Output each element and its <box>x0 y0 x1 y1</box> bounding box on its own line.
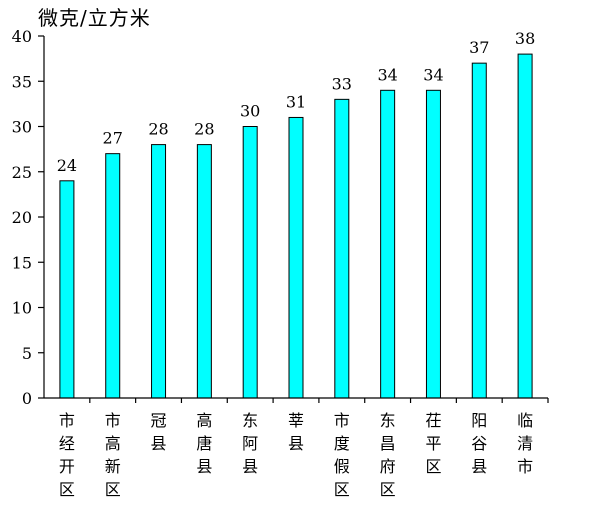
bar <box>517 53 533 399</box>
category-label: 东昌府区 <box>380 411 396 499</box>
bar <box>334 98 350 399</box>
data-label: 31 <box>286 92 306 111</box>
bar <box>196 144 212 399</box>
y-axis-ticks: 0 5 10 15 20 25 30 35 40 <box>12 27 44 408</box>
bar <box>242 126 258 399</box>
y-tick-label: 25 <box>12 163 32 182</box>
data-label: 28 <box>148 120 168 139</box>
data-label: 34 <box>423 65 443 84</box>
category-label: 市高新区 <box>105 411 121 499</box>
category-label: 茌平区 <box>425 411 441 476</box>
y-tick-label: 5 <box>22 344 32 363</box>
y-tick-label: 0 <box>22 389 32 408</box>
category-label: 市度假区 <box>334 411 350 499</box>
data-labels: 24 27 28 28 30 31 33 34 34 37 38 <box>57 29 536 175</box>
category-label: 市经开区 <box>59 411 75 499</box>
bar <box>59 180 75 399</box>
y-tick-label: 15 <box>12 253 32 272</box>
bar <box>105 153 121 399</box>
category-labels: 市经开区 市高新区 冠县 高唐县 东阿县 莘县 市度假区 东昌府区 茌平区 阳谷县 临清市 <box>59 398 549 499</box>
category-label: 阳谷县 <box>471 411 487 476</box>
data-label: 24 <box>57 156 77 175</box>
category-label: 冠县 <box>151 411 167 453</box>
y-tick-label: 35 <box>12 72 32 91</box>
bar <box>151 144 167 399</box>
data-label: 38 <box>515 29 535 48</box>
category-label: 东阿县 <box>242 411 258 476</box>
y-tick-label: 10 <box>12 299 32 318</box>
data-label: 37 <box>469 38 489 57</box>
bar <box>288 116 304 399</box>
data-label: 27 <box>103 129 123 148</box>
category-label: 临清市 <box>517 411 533 476</box>
category-label: 高唐县 <box>196 411 212 476</box>
category-label: 莘县 <box>288 411 304 453</box>
y-tick-label: 40 <box>12 27 32 46</box>
bar <box>471 62 487 399</box>
y-tick-label: 30 <box>12 118 32 137</box>
bar <box>380 89 396 399</box>
y-tick-label: 20 <box>12 208 32 227</box>
bar <box>425 89 441 399</box>
data-label: 30 <box>240 102 260 121</box>
data-label: 33 <box>332 74 352 93</box>
y-axis-unit-label: 微克/立方米 <box>38 6 151 30</box>
data-label: 28 <box>194 120 214 139</box>
data-label: 34 <box>377 65 397 84</box>
